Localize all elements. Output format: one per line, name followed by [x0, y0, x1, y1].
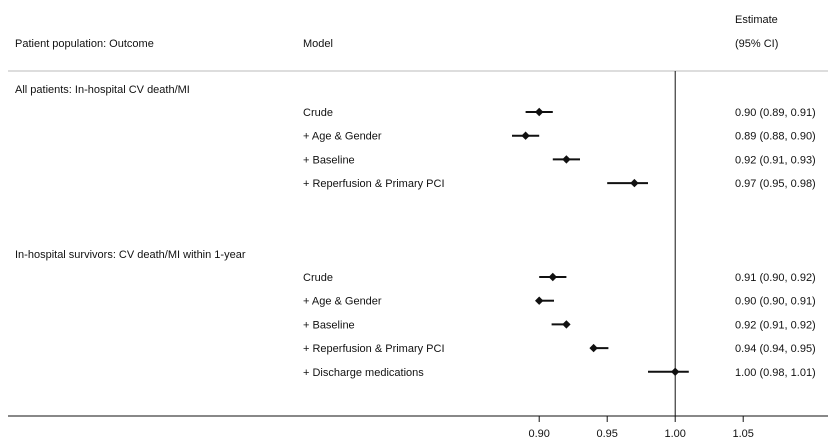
forest-rows: All patients: In-hospital CV death/MI Cru… [15, 71, 816, 416]
point-estimate [562, 320, 571, 329]
model-label: + Baseline [303, 319, 355, 331]
estimate-ci-text: 0.92 (0.91, 0.93) [735, 154, 816, 166]
estimate-ci-text: 0.91 (0.90, 0.92) [735, 272, 816, 284]
estimate-ci-text: 0.89 (0.88, 0.90) [735, 131, 816, 143]
estimate-ci-text: 0.97 (0.95, 0.98) [735, 178, 816, 190]
estimate-ci-text: 1.00 (0.98, 1.01) [735, 367, 816, 379]
model-label: + Age & Gender [303, 131, 382, 143]
x-tick-label: 1.00 [664, 428, 685, 440]
estimate-ci-text: 0.94 (0.94, 0.95) [735, 343, 816, 355]
model-label: + Reperfusion & Primary PCI [303, 343, 445, 355]
estimate-ci-text: 0.90 (0.90, 0.91) [735, 296, 816, 308]
x-tick-label: 0.95 [596, 428, 617, 440]
model-label: + Reperfusion & Primary PCI [303, 178, 445, 190]
header-population: Patient population: Outcome [15, 38, 154, 50]
point-estimate [535, 296, 544, 305]
x-tick-label: 1.05 [732, 428, 753, 440]
point-estimate [589, 343, 598, 353]
model-label: Crude [303, 272, 333, 284]
point-estimate [630, 178, 639, 188]
x-axis-ticks: 0.90 0.95 1.00 1.05 [528, 416, 754, 440]
point-estimate [562, 155, 571, 164]
model-label: Crude [303, 107, 333, 119]
point-estimate [548, 272, 557, 282]
group-label: In-hospital survivors: CV death/MI withi… [15, 249, 246, 261]
header-model: Model [303, 38, 333, 50]
estimate-ci-text: 0.90 (0.89, 0.91) [735, 107, 816, 119]
x-tick-label: 0.90 [528, 428, 549, 440]
point-estimate [535, 107, 544, 117]
model-label: + Discharge medications [303, 367, 424, 379]
point-estimate [521, 131, 530, 140]
model-label: + Age & Gender [303, 296, 382, 308]
header-ci: (95% CI) [735, 38, 778, 50]
group-label: All patients: In-hospital CV death/MI [15, 84, 190, 96]
model-label: + Baseline [303, 154, 355, 166]
header-estimate: Estimate [735, 14, 778, 26]
estimate-ci-text: 0.92 (0.91, 0.92) [735, 319, 816, 331]
